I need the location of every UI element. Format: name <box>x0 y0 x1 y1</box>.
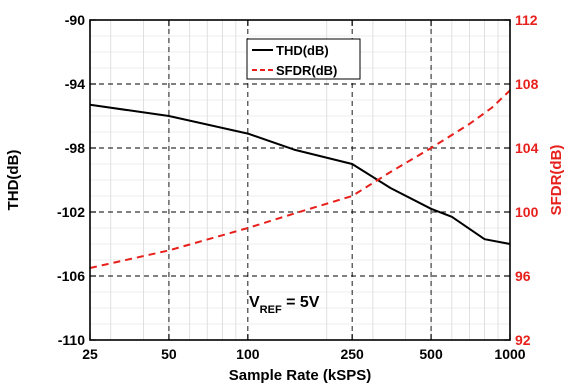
y-tick-label: -106 <box>57 268 85 284</box>
x-tick-label: 1000 <box>494 346 525 362</box>
legend-label-thd: THD(dB) <box>276 43 329 58</box>
y2-tick-label: 96 <box>515 268 531 284</box>
vref-prefix: V <box>249 294 260 311</box>
vref-subscript: REF <box>260 304 282 316</box>
legend-label-sfdr: SFDR(dB) <box>276 63 337 78</box>
series-line-sfdr <box>89 89 511 269</box>
y-tick-label: -94 <box>65 76 85 92</box>
series-line-thd <box>89 103 511 245</box>
series-layer <box>89 89 511 269</box>
x-tick-label: 250 <box>340 346 364 362</box>
y-axis-title: THD(dB) <box>5 150 22 211</box>
tick-marks <box>89 19 511 341</box>
y2-tick-labels: 92 96 100 104 108 112 <box>515 12 539 348</box>
x-axis-title: Sample Rate (kSPS) <box>229 367 372 384</box>
x-tick-label: 500 <box>419 346 443 362</box>
y2-tick-label: 108 <box>515 76 539 92</box>
y2-tick-label: 104 <box>515 140 539 156</box>
x-tick-labels: 25 50 100 250 500 1000 <box>82 346 526 362</box>
y-tick-label: -98 <box>65 140 85 156</box>
x-tick-label: 25 <box>82 346 98 362</box>
legend-box <box>246 38 361 80</box>
y-tick-label: -102 <box>57 204 85 220</box>
x-tick-label: 100 <box>236 346 260 362</box>
y2-axis-title: SFDR(dB) <box>548 145 565 216</box>
y-tick-label: -90 <box>65 12 85 28</box>
plot-frame <box>89 19 511 341</box>
vref-annotation: VREF = 5V <box>249 294 320 316</box>
y2-tick-label: 100 <box>515 204 539 220</box>
x-tick-label: 50 <box>161 346 177 362</box>
y2-tick-label: 112 <box>515 12 538 28</box>
vref-suffix: = 5V <box>282 294 320 311</box>
y-tick-labels: -110 -106 -102 -98 -94 -90 <box>57 12 85 348</box>
minor-gridlines <box>90 20 510 340</box>
y2-tick-label: 92 <box>515 332 531 348</box>
y-tick-label: -110 <box>58 332 85 348</box>
legend: THD(dB) SFDR(dB) <box>246 38 361 80</box>
